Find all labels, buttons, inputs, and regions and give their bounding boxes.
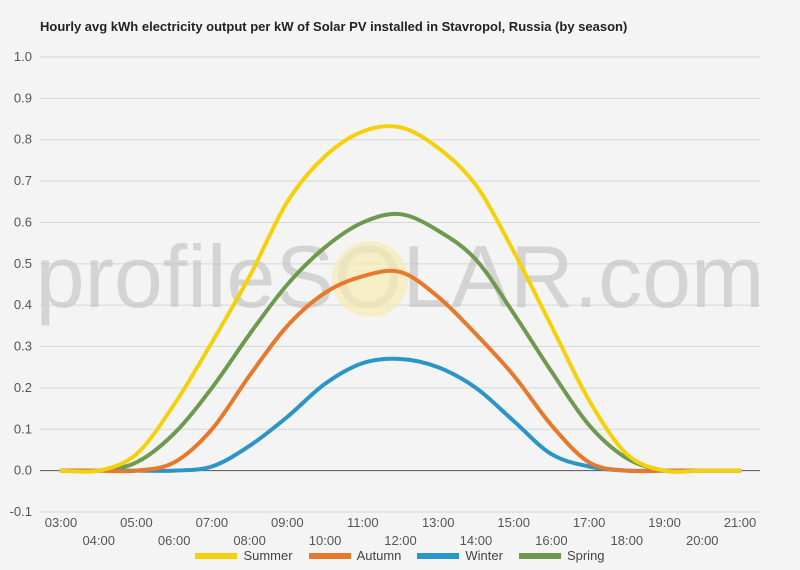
x-tick-label: 15:00 bbox=[497, 515, 530, 530]
y-tick-label: 0.8 bbox=[14, 132, 32, 147]
y-tick-label: 0.0 bbox=[14, 463, 32, 478]
watermark-sun-icon bbox=[332, 241, 408, 317]
y-tick-label: -0.1 bbox=[10, 504, 32, 519]
legend-item-autumn[interactable]: Autumn bbox=[308, 548, 402, 563]
series-line-autumn bbox=[59, 268, 742, 474]
x-tick-label: 05:00 bbox=[120, 515, 153, 530]
x-tick-label: 21:00 bbox=[724, 515, 757, 530]
x-tick-label: 10:00 bbox=[309, 533, 342, 548]
chart-title: Hourly avg kWh electricity output per kW… bbox=[40, 19, 628, 34]
x-axis: 03:00 04:00 05:00 06:00 07:00 08:00 09:00 10:00… bbox=[45, 515, 757, 548]
legend-swatch bbox=[195, 552, 238, 559]
y-tick-label: 0.4 bbox=[14, 297, 32, 312]
legend-label: Summer bbox=[243, 548, 293, 563]
x-tick-label: 09:00 bbox=[271, 515, 304, 530]
y-axis: 1.0 0.9 0.8 0.7 0.6 0.5 0.4 0.3 0.2 0.1 0.0 -0.1 bbox=[10, 49, 32, 519]
legend-item-spring[interactable]: Spring bbox=[518, 548, 605, 563]
legend-label: Autumn bbox=[356, 548, 402, 563]
legend-swatch bbox=[308, 552, 351, 559]
legend-label: Spring bbox=[566, 548, 605, 563]
y-tick-label: 0.2 bbox=[14, 380, 32, 395]
line-chart: profileSOLAR.com 1.00.90.80.70.60.50.40.… bbox=[10, 49, 765, 548]
y-tick-label: 0.1 bbox=[14, 421, 32, 436]
y-tick-label: 0.9 bbox=[14, 90, 32, 105]
x-tick-label: 14:00 bbox=[460, 533, 493, 548]
legend: Summer Autumn Winter Spring bbox=[0, 548, 800, 563]
series-line-winter bbox=[59, 356, 742, 473]
x-tick-label: 13:00 bbox=[422, 515, 455, 530]
legend-item-winter[interactable]: Winter bbox=[417, 548, 503, 563]
x-tick-label: 08:00 bbox=[233, 533, 266, 548]
legend-swatch bbox=[417, 552, 460, 559]
x-tick-label: 16:00 bbox=[535, 533, 568, 548]
series-line-spring bbox=[59, 211, 742, 474]
legend-label: Winter bbox=[465, 548, 503, 563]
x-tick-label: 17:00 bbox=[573, 515, 606, 530]
y-tick-label: 0.7 bbox=[14, 173, 32, 188]
series-line-summer bbox=[59, 124, 742, 474]
series-lines bbox=[59, 124, 742, 474]
legend-swatch bbox=[518, 552, 561, 559]
y-tick-label: 0.6 bbox=[14, 214, 32, 229]
x-tick-label: 04:00 bbox=[82, 533, 115, 548]
x-tick-label: 07:00 bbox=[196, 515, 229, 530]
y-tick-label: 1.0 bbox=[14, 49, 32, 64]
x-tick-label: 20:00 bbox=[686, 533, 719, 548]
x-tick-label: 03:00 bbox=[45, 515, 78, 530]
x-tick-label: 18:00 bbox=[611, 533, 644, 548]
x-tick-label: 11:00 bbox=[347, 515, 379, 530]
x-tick-label: 19:00 bbox=[648, 515, 681, 530]
y-tick-label: 0.3 bbox=[14, 339, 32, 354]
x-tick-label: 12:00 bbox=[384, 533, 417, 548]
legend-item-summer[interactable]: Summer bbox=[195, 548, 293, 563]
x-tick-label: 06:00 bbox=[158, 533, 191, 548]
y-tick-label: 0.5 bbox=[14, 256, 32, 271]
